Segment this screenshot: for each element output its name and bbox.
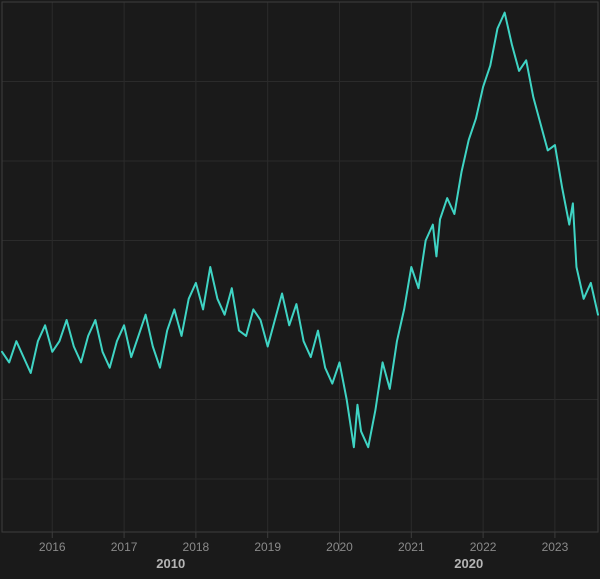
chart-background <box>0 0 600 579</box>
line-chart: 2016201720182019202020212022202320102020 <box>0 0 600 579</box>
x-decade-label: 2010 <box>156 556 185 571</box>
x-tick-label: 2019 <box>254 540 281 554</box>
x-tick-label: 2016 <box>39 540 66 554</box>
x-tick-label: 2021 <box>398 540 425 554</box>
x-tick-label: 2018 <box>183 540 210 554</box>
x-decade-label: 2020 <box>454 556 483 571</box>
chart-svg: 2016201720182019202020212022202320102020 <box>0 0 600 579</box>
x-tick-label: 2017 <box>111 540 138 554</box>
x-tick-label: 2022 <box>470 540 497 554</box>
x-tick-label: 2023 <box>542 540 569 554</box>
